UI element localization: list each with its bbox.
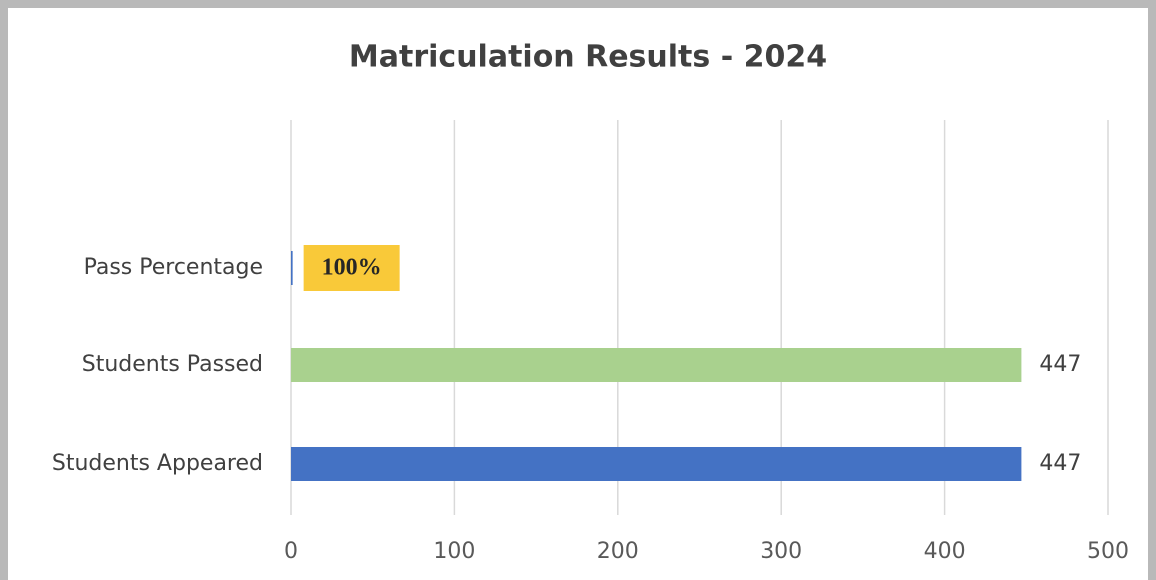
y-tick-label: Students Passed	[82, 352, 263, 377]
x-tick-label: 500	[1087, 539, 1129, 564]
x-tick-label: 200	[597, 539, 639, 564]
x-tick-label: 400	[924, 539, 966, 564]
bar	[291, 251, 293, 285]
bar	[291, 348, 1022, 382]
chart-panel	[8, 8, 1148, 580]
data-label: 447	[1039, 451, 1081, 476]
label-highlight	[303, 245, 400, 291]
data-label: 447	[1039, 352, 1081, 377]
x-tick-label: 100	[433, 539, 475, 564]
data-label: 100%	[322, 255, 382, 281]
x-tick-label: 0	[284, 539, 298, 564]
x-tick-label: 300	[760, 539, 802, 564]
bar	[291, 447, 1022, 481]
y-tick-label: Pass Percentage	[84, 255, 263, 280]
chart-title: Matriculation Results - 2024	[349, 40, 827, 75]
y-tick-label: Students Appeared	[52, 451, 263, 476]
